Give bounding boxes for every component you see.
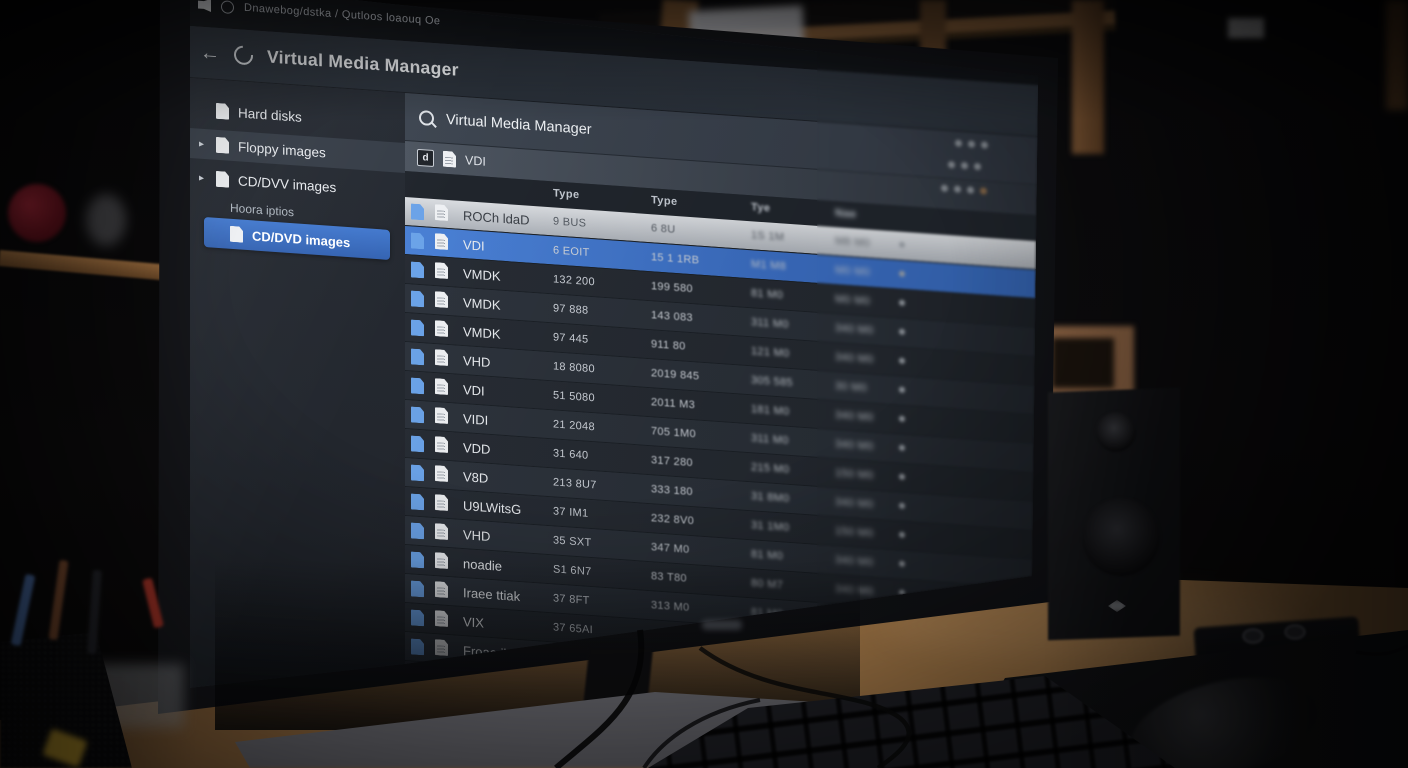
red-ball-object — [8, 184, 66, 242]
background-shelf-edge — [1386, 0, 1408, 110]
speaker-woofer — [1082, 498, 1160, 576]
gadget-knob — [1242, 628, 1264, 644]
monitor-brand-logo — [702, 620, 742, 630]
gadget-knob — [1284, 624, 1306, 640]
speaker-tweeter — [1096, 412, 1136, 452]
shelf-opening — [1052, 338, 1114, 388]
background-small-label — [1228, 18, 1264, 38]
background-shelf-post — [1072, 0, 1104, 154]
blurred-object — [86, 194, 126, 246]
